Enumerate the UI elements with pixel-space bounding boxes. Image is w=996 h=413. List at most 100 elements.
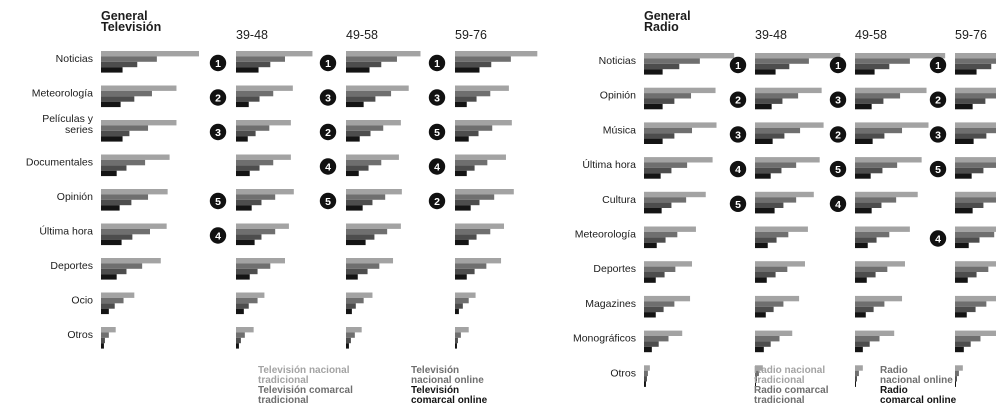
rank-badge: 1 <box>319 54 337 72</box>
bar-radio-59-76-1-2 <box>955 98 986 104</box>
bar-radio-59-76-4-2 <box>955 202 984 208</box>
bar-group-radio-59-76 <box>955 295 996 318</box>
bar-radio-59-76-1-0 <box>955 87 996 94</box>
bar-radio-General-1-1 <box>644 93 692 99</box>
bar-radio-49-58-1-0 <box>855 87 927 94</box>
bar-tv-General-3-0 <box>101 154 170 160</box>
bar-radio-59-76-0-0 <box>955 53 996 59</box>
column-header-tv-49-58: 49-58 <box>346 28 378 42</box>
bar-tv-39-48-2-0 <box>236 120 291 126</box>
rank-badge: 4 <box>209 227 227 244</box>
bar-group-radio-49-58 <box>855 295 903 318</box>
bar-group-tv-39-48: 1 <box>209 51 313 73</box>
legend-tv-comarcal-tradicional-line: Televisión comarcal <box>258 385 353 396</box>
bar-group-radio-49-58 <box>855 365 863 387</box>
rank-circle <box>209 192 227 210</box>
bar-tv-59-76-8-2 <box>455 337 458 344</box>
bar-group-radio-49-58: 4 <box>829 191 918 214</box>
bar-tv-General-2-2 <box>101 130 130 137</box>
panel-tv: General Televisión 39-48 49-58 59-76 Noticias… <box>26 9 538 349</box>
legend-tv-nacional-tradicional: Televisión nacional tradicional <box>258 365 350 386</box>
bar-group-radio-59-76: 4 <box>929 226 996 249</box>
rank-circle <box>319 89 337 106</box>
bar-tv-General-0-0 <box>101 51 199 57</box>
bar-tv-49-58-2-0 <box>346 120 401 126</box>
bar-group-radio-59-76: 5 <box>929 157 996 179</box>
bar-radio-49-58-1-2 <box>855 98 884 104</box>
rank-number: 4 <box>835 199 841 211</box>
bar-radio-49-58-7-1 <box>855 301 885 307</box>
bar-radio-59-76-8-1 <box>955 336 981 342</box>
rank-circle <box>829 160 847 178</box>
bar-radio-General-9-1 <box>644 370 648 377</box>
bar-tv-59-76-3-1 <box>455 159 488 166</box>
bar-radio-General-8-0 <box>644 330 683 336</box>
bar-radio-General-3-2 <box>644 167 672 174</box>
bar-radio-39-48-0-1 <box>755 58 809 64</box>
bar-radio-39-48-3-1 <box>755 162 797 168</box>
bar-radio-General-0-1 <box>644 58 700 64</box>
category-label-radio: Meteorología <box>575 229 636 241</box>
bar-radio-39-48-0-0 <box>755 53 841 59</box>
bar-group-radio-59-76 <box>955 261 996 283</box>
bar-radio-General-8-1 <box>644 336 669 342</box>
category-label-radio-line: Magazines <box>585 298 636 310</box>
bar-tv-General-2-1 <box>101 125 149 131</box>
bar-tv-59-76-0-0 <box>455 51 538 57</box>
rank-number: 4 <box>935 234 941 246</box>
bar-tv-General-1-2 <box>101 96 135 102</box>
bar-tv-39-48-5-2 <box>236 234 262 240</box>
bar-tv-59-76-4-3 <box>455 205 471 211</box>
bar-tv-39-48-7-0 <box>236 292 265 298</box>
legend-radio-nacional-online-line: nacional online <box>880 375 953 386</box>
rank-number: 5 <box>434 127 440 139</box>
bar-tv-39-48-5-0 <box>236 223 289 229</box>
bar-tv-49-58-6-3 <box>346 274 358 280</box>
bar-radio-39-48-5-2 <box>755 237 777 243</box>
bar-radio-39-48-3-3 <box>755 173 771 179</box>
bar-group-tv-General <box>101 292 135 315</box>
bar-radio-59-76-9-3 <box>955 381 956 387</box>
rank-badge: 2 <box>929 91 947 108</box>
bar-tv-39-48-3-0 <box>236 154 291 160</box>
bar-tv-49-58-3-3 <box>346 170 359 177</box>
rank-number: 2 <box>215 93 221 105</box>
legend-radio-comarcal-online-line: Radio <box>880 385 908 396</box>
bar-group-tv-59-76: 5 <box>428 120 512 142</box>
rank-badge: 2 <box>428 192 446 210</box>
bar-radio-49-58-9-3 <box>855 381 856 387</box>
rank-circle <box>209 54 227 72</box>
bar-tv-49-58-7-1 <box>346 297 364 304</box>
rank-circle <box>929 91 947 108</box>
category-label-radio: Noticias <box>599 55 636 67</box>
category-label-radio-line: Opinión <box>600 90 636 102</box>
bar-group-tv-59-76 <box>455 327 469 349</box>
bar-tv-59-76-8-0 <box>455 327 469 333</box>
bar-tv-59-76-2-1 <box>455 125 493 131</box>
bar-radio-49-58-9-1 <box>855 370 859 377</box>
bar-radio-39-48-4-0 <box>755 191 814 198</box>
bar-tv-General-7-3 <box>101 308 109 315</box>
bar-tv-General-6-1 <box>101 263 143 269</box>
rank-number: 1 <box>935 60 941 72</box>
rank-badge: 5 <box>929 160 947 178</box>
bar-tv-59-76-0-3 <box>455 67 480 73</box>
panel-title-tv: General Televisión <box>101 9 161 34</box>
rank-number: 2 <box>935 95 941 107</box>
bar-radio-General-5-0 <box>644 226 696 232</box>
rank-number: 3 <box>434 93 440 105</box>
bar-group-tv-General <box>101 120 177 142</box>
rank-circle <box>209 89 227 106</box>
panel-title-radio: General Radio <box>644 9 691 34</box>
rank-badge: 1 <box>929 56 947 74</box>
bar-tv-59-76-1-0 <box>455 85 509 91</box>
bar-radio-39-48-9-2 <box>755 376 757 382</box>
bar-radio-39-48-7-0 <box>755 295 800 302</box>
bar-radio-General-7-3 <box>644 312 656 318</box>
bar-radio-39-48-2-0 <box>755 122 824 128</box>
bar-group-radio-59-76: 2 <box>929 87 996 110</box>
bar-radio-39-48-7-1 <box>755 301 784 307</box>
bar-radio-49-58-2-3 <box>855 138 873 144</box>
bar-tv-49-58-1-2 <box>346 96 376 102</box>
bar-radio-39-48-4-1 <box>755 197 797 203</box>
